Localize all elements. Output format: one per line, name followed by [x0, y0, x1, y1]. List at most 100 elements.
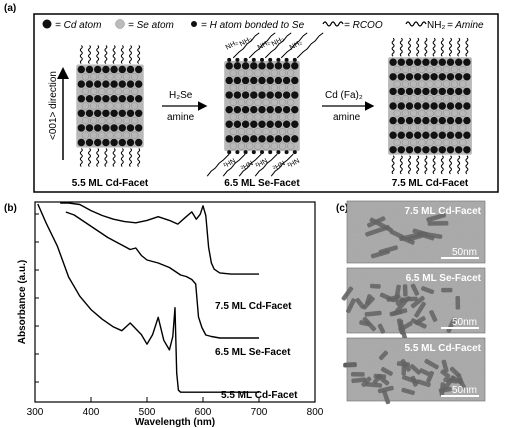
- caption-6p5ml: 6.5 ML Se-Facet: [224, 178, 300, 189]
- rcoo-ligand-top: [137, 45, 141, 64]
- se-atom: [106, 116, 114, 125]
- h-atom: [243, 57, 248, 62]
- se-atom: [229, 142, 237, 150]
- cd-atom: [291, 76, 299, 85]
- cd-atom: [446, 102, 455, 110]
- se-atom: [89, 131, 98, 139]
- cd-atom: [77, 109, 86, 118]
- cd-atom: [250, 62, 258, 70]
- se-atom: [418, 124, 426, 132]
- cd-atom: [422, 131, 430, 139]
- se-atom: [81, 116, 90, 125]
- se-atom: [130, 73, 139, 81]
- cd-atom: [389, 116, 397, 125]
- se-atom: [426, 138, 434, 147]
- h-atom: [268, 150, 273, 155]
- cd-atom: [94, 95, 102, 103]
- se-atom: [418, 80, 426, 88]
- se-atom: [442, 138, 451, 147]
- cd-atom: [455, 58, 463, 66]
- cd-atom: [397, 87, 405, 96]
- se-atom: [98, 87, 106, 96]
- cd-atom: [233, 135, 242, 143]
- cd-atom: [422, 146, 430, 154]
- se-atom: [287, 98, 295, 106]
- se-atom: [442, 95, 451, 103]
- legend-se-text: = Se atom: [128, 20, 174, 31]
- cd-atom: [414, 73, 422, 81]
- cd-atom: [414, 102, 422, 110]
- cd-atom: [110, 124, 118, 132]
- se-atom: [287, 84, 295, 92]
- se-atom-legend-icon: [115, 19, 125, 29]
- x-axis-label: Wavelength (nm): [135, 417, 215, 428]
- tem-grain: [347, 268, 485, 333]
- cd-atom: [94, 138, 102, 147]
- se-atom: [442, 80, 451, 88]
- cd-atom: [77, 124, 86, 132]
- cd-atom: [282, 120, 291, 128]
- cd-atom: [463, 58, 471, 66]
- cd-atom: [446, 87, 455, 96]
- se-atom: [246, 127, 254, 136]
- se-atom: [409, 138, 418, 147]
- plot-frame: [34, 201, 316, 403]
- scale-bar-label: 50nm: [452, 247, 477, 258]
- step2-solvent: amine: [333, 112, 361, 123]
- se-atom: [114, 102, 122, 110]
- cd-atom: [430, 131, 438, 139]
- se-atom: [246, 113, 254, 121]
- cd-atom: [94, 80, 102, 88]
- se-atom: [418, 95, 426, 103]
- amine-ligand-bottom: [270, 153, 294, 177]
- tem-image-0: 7.5 ML Cd-Facet 50nm: [346, 200, 486, 264]
- x-axis-ticks: 300 400 500 600 700 800: [27, 397, 324, 418]
- rcoo-ligand-top: [457, 37, 461, 57]
- x-tick-label: 700: [251, 407, 268, 418]
- cd-atom: [85, 138, 94, 147]
- h-atom-legend-icon: [191, 21, 197, 27]
- rcoo-ligand-bottom: [88, 148, 91, 167]
- se-atom: [450, 109, 459, 117]
- se-atom: [459, 95, 467, 103]
- cd-atom: [438, 73, 446, 81]
- cd-atom: [85, 124, 94, 132]
- rcoo-ligand-bottom: [96, 148, 100, 167]
- cd-atom: [422, 73, 430, 81]
- cd-atom: [250, 76, 258, 85]
- cd-atom: [135, 124, 143, 132]
- se-atom: [237, 98, 246, 106]
- se-atom: [106, 73, 114, 81]
- cd-atom: [135, 109, 143, 118]
- cd-atom: [291, 135, 299, 143]
- cd-atom: [455, 131, 463, 139]
- cd-atom: [258, 120, 266, 128]
- se-atom: [450, 124, 459, 132]
- cd-atom: [463, 146, 471, 154]
- se-atom: [270, 69, 278, 77]
- tem-grain: [347, 201, 485, 263]
- amine-ligand-top: [296, 32, 324, 59]
- se-atom: [270, 98, 278, 106]
- step1-reagent: H₂Se: [169, 90, 193, 101]
- tem-title: 5.5 ML Cd-Facet: [405, 343, 482, 354]
- tem-title: 7.5 ML Cd-Facet: [405, 206, 482, 217]
- se-atom: [254, 84, 262, 92]
- se-atom: [418, 65, 426, 74]
- cd-atom: [282, 91, 291, 99]
- rcoo-ligand-bottom: [399, 155, 403, 175]
- se-atom: [401, 95, 410, 103]
- se-atom: [98, 102, 106, 110]
- se-atom: [459, 109, 467, 117]
- cd-atom: [397, 73, 405, 81]
- se-atom: [254, 127, 262, 136]
- se-atom: [442, 65, 451, 74]
- rcoo-ligand-bottom: [408, 155, 411, 175]
- step1-solvent: amine: [167, 112, 195, 123]
- h-atom: [284, 57, 289, 62]
- cd-atom: [274, 62, 283, 70]
- caption-5p5ml: 5.5 ML Cd-Facet: [72, 178, 149, 189]
- se-atom: [229, 69, 237, 77]
- cd-atom: [389, 146, 397, 154]
- cd-atom: [455, 102, 463, 110]
